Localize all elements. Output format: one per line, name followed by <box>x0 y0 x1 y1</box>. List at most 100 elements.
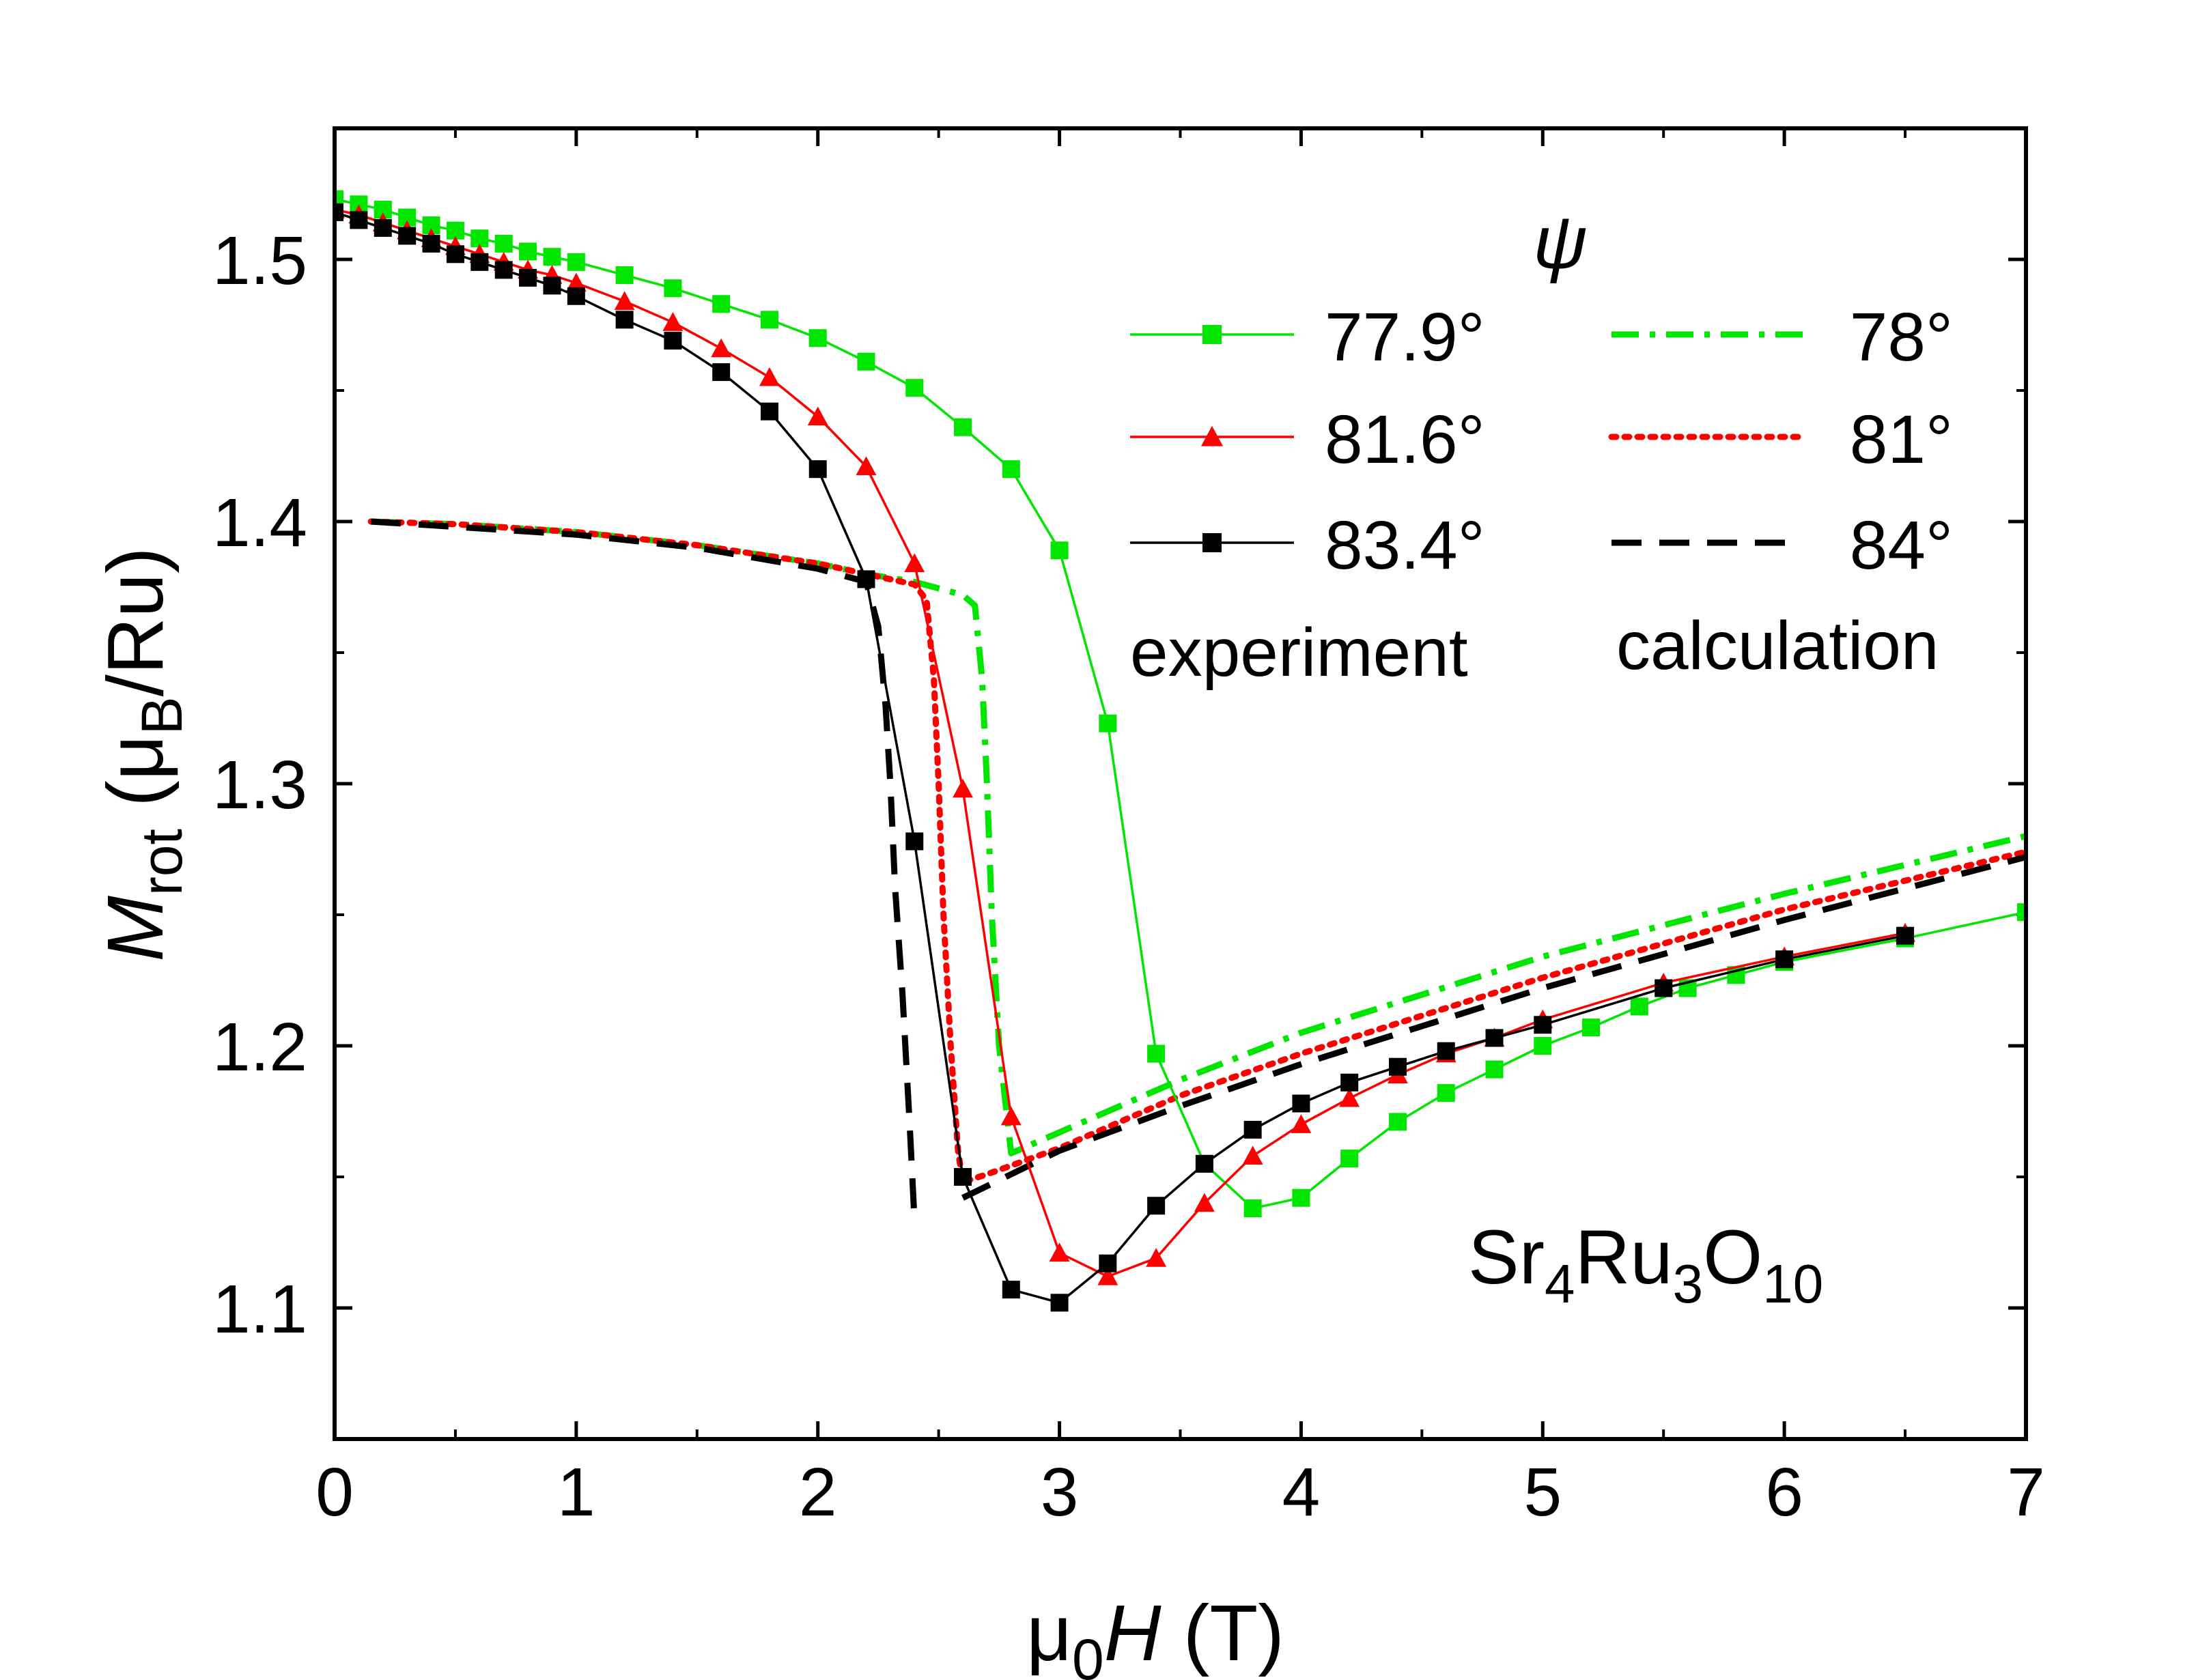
data-point <box>664 332 682 350</box>
series-line <box>335 211 1906 1305</box>
data-point <box>1292 1094 1310 1113</box>
series-layer <box>335 190 2026 1312</box>
data-point <box>1292 1188 1310 1207</box>
data-point <box>711 338 732 358</box>
legend-marker <box>1202 325 1222 344</box>
data-point <box>1194 1193 1215 1212</box>
data-point <box>856 456 877 476</box>
plot-border <box>333 126 2028 1441</box>
x-tick-label: 3 <box>1041 1454 1079 1530</box>
data-point <box>1340 1150 1359 1168</box>
data-point <box>1147 1197 1166 1215</box>
data-point <box>664 279 682 298</box>
data-point <box>857 352 875 371</box>
legend-label: 81° <box>1850 401 1953 478</box>
data-point <box>335 203 343 221</box>
data-point <box>953 778 973 798</box>
x-tick-label: 7 <box>2007 1454 2045 1530</box>
legend-label: 77.9° <box>1325 299 1485 375</box>
data-point <box>712 295 731 313</box>
x-tick-label: 2 <box>799 1454 837 1530</box>
data-point <box>519 242 537 261</box>
legend-title: ψ <box>1533 200 1588 284</box>
data-point <box>494 261 513 279</box>
data-point <box>808 460 827 479</box>
data-point <box>1534 1037 1552 1055</box>
axes: 0 1 2 3 4 5 6 7 1.1 1.2 1.3 1.4 1.5 <box>212 127 2045 1530</box>
data-point <box>1388 1113 1407 1131</box>
data-point <box>519 268 537 287</box>
data-point <box>760 402 778 421</box>
data-point <box>1050 541 1069 560</box>
legend-calculation-caption: calculation <box>1616 608 1939 684</box>
data-point <box>565 272 587 292</box>
data-point <box>615 266 634 285</box>
series-81.6° <box>335 199 1916 1285</box>
legend: ψ 77.9° 81.6° 83.4° 78° 81° 84° experiment calcu… <box>1130 200 1953 691</box>
series-line <box>335 208 1906 1278</box>
data-point <box>1146 1248 1167 1267</box>
data-point <box>1485 1029 1504 1047</box>
data-point <box>567 287 585 305</box>
data-point <box>543 248 561 266</box>
data-point <box>1775 950 1794 969</box>
data-point <box>904 553 925 573</box>
data-point <box>1655 979 1673 997</box>
data-point <box>374 218 392 237</box>
x-axis-title: μ0H (T) <box>1026 1589 1284 1680</box>
data-point <box>614 291 635 311</box>
compound-label: Sr4Ru3O10 <box>1468 1214 1823 1314</box>
series-line <box>370 518 918 1222</box>
x-tick-label: 6 <box>1765 1454 1803 1530</box>
data-point <box>1097 1266 1118 1285</box>
data-point <box>2017 903 2026 922</box>
series-84° <box>370 518 2026 1222</box>
data-point <box>1195 1154 1213 1173</box>
data-point <box>1291 1114 1312 1133</box>
legend-label: 84° <box>1850 507 1953 584</box>
data-point <box>543 276 561 295</box>
series-77.9° <box>335 190 2026 1218</box>
x-tick-label: 0 <box>315 1454 354 1530</box>
data-point <box>422 234 440 253</box>
data-point <box>1099 1254 1117 1272</box>
data-point <box>905 379 924 397</box>
data-point <box>1099 714 1117 732</box>
legend-marker <box>1202 533 1222 552</box>
legend-label: 78° <box>1850 299 1953 375</box>
data-point <box>1896 926 1915 945</box>
data-point <box>954 1168 972 1186</box>
data-point <box>662 312 684 331</box>
data-point <box>446 245 464 264</box>
data-point <box>808 329 827 347</box>
data-point <box>567 253 585 271</box>
y-axis-title: Mrot (μB/Ru) <box>91 547 194 962</box>
data-point <box>807 406 828 426</box>
y-tick-label: 1.3 <box>212 747 307 823</box>
x-tick-label: 1 <box>557 1454 595 1530</box>
legend-experiment-caption: experiment <box>1130 614 1468 691</box>
series-line <box>335 197 2026 1210</box>
legend-label: 83.4° <box>1325 507 1485 584</box>
y-tick-label: 1.2 <box>212 1009 307 1085</box>
y-tick-label: 1.4 <box>212 485 307 561</box>
data-point <box>1049 1242 1070 1262</box>
data-point <box>398 227 417 245</box>
data-point <box>1243 1199 1262 1218</box>
data-point <box>712 363 731 382</box>
data-point <box>760 311 778 329</box>
data-point <box>1002 1281 1020 1299</box>
data-point <box>1000 1106 1022 1126</box>
data-point <box>759 367 780 386</box>
data-point <box>1242 1145 1263 1165</box>
x-tick-label: 4 <box>1282 1454 1321 1530</box>
data-point <box>1243 1120 1262 1139</box>
series-81° <box>367 518 2026 1186</box>
x-tick-label: 5 <box>1523 1454 1562 1530</box>
data-point <box>350 211 368 229</box>
data-point <box>1002 460 1020 479</box>
data-point <box>1485 1060 1504 1079</box>
data-point <box>1147 1044 1166 1063</box>
